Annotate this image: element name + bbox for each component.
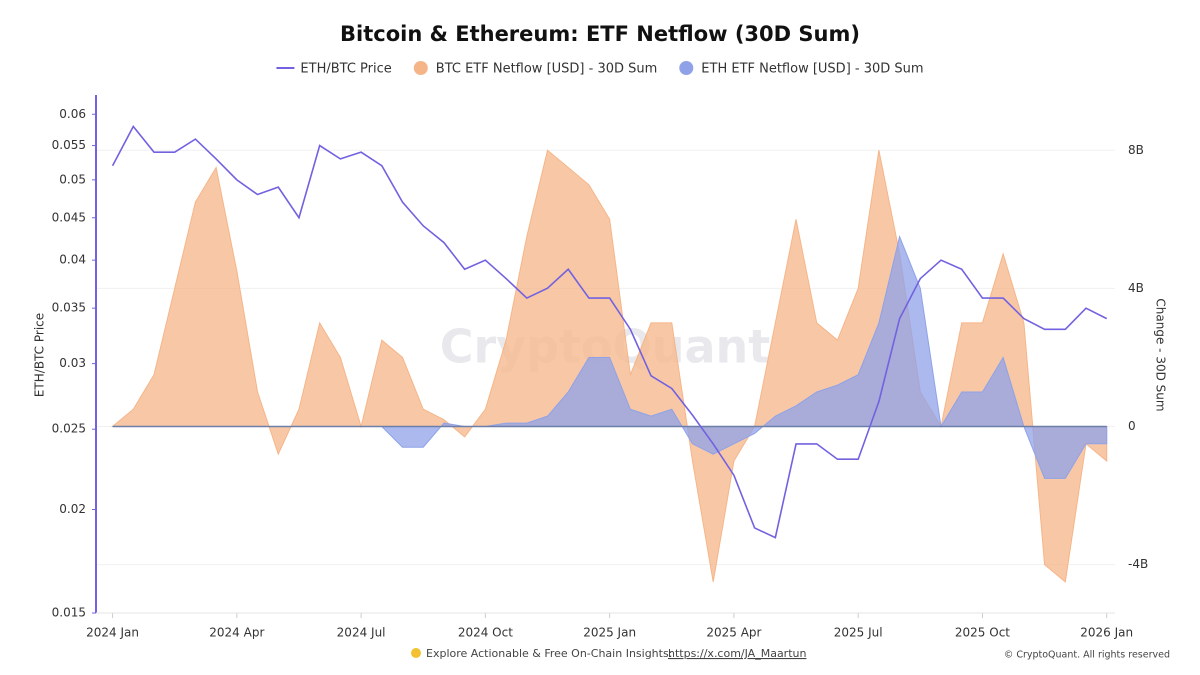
y-axis-label: ETH/BTC Price xyxy=(33,313,47,397)
y-tick-label: 0.045 xyxy=(52,210,86,224)
footer-text: Explore Actionable & Free On-Chain Insig… xyxy=(426,647,672,660)
y2-tick-label: 8B xyxy=(1128,143,1144,157)
footer-link[interactable]: https://x.com/JA_Maartun xyxy=(668,647,806,660)
legend-label: ETH/BTC Price xyxy=(300,62,391,77)
legend-label: BTC ETF Netflow [USD] - 30D Sum xyxy=(436,62,658,77)
legend-swatch xyxy=(413,61,428,75)
y-tick-label: 0.055 xyxy=(52,138,86,152)
y-tick-label: 0.025 xyxy=(52,422,86,436)
y-tick-label: 0.04 xyxy=(59,253,86,267)
legend-swatch xyxy=(679,61,694,75)
legend: ETH/BTC Price BTC ETF Netflow [USD] - 30D… xyxy=(276,61,924,77)
y-tick-label: 0.06 xyxy=(59,107,86,121)
chart-title: Bitcoin & Ethereum: ETF Netflow (30D Sum… xyxy=(340,22,860,46)
x-tick-label: 2024 Apr xyxy=(209,626,264,640)
copyright: © CryptoQuant. All rights reserved xyxy=(1004,650,1170,661)
legend-label: ETH ETF Netflow [USD] - 30D Sum xyxy=(701,62,923,77)
y2-tick-label: 0 xyxy=(1128,419,1136,433)
y2-tick-label: 4B xyxy=(1128,281,1144,295)
y2-axis-label: Change - 30D Sum xyxy=(1154,298,1168,411)
y-tick-label: 0.02 xyxy=(59,502,86,516)
y-tick-label: 0.03 xyxy=(59,356,86,370)
x-tick-label: 2025 Apr xyxy=(706,626,761,640)
y2-tick-label: -4B xyxy=(1128,557,1148,571)
legend-item: ETH/BTC Price xyxy=(276,62,392,77)
x-tick-label: 2024 Jan xyxy=(86,626,139,640)
legend-item: BTC ETF Netflow [USD] - 30D Sum xyxy=(413,61,658,77)
y-tick-label: 0.015 xyxy=(52,606,86,620)
x-tick-label: 2024 Jul xyxy=(337,626,386,640)
x-tick-label: 2025 Jul xyxy=(834,626,883,640)
bell-icon xyxy=(411,648,421,658)
x-tick-label: 2026 Jan xyxy=(1080,626,1133,640)
x-tick-label: 2024 Oct xyxy=(458,626,513,640)
x-tick-label: 2025 Jan xyxy=(583,626,636,640)
y-tick-label: 0.035 xyxy=(52,301,86,315)
legend-item: ETH ETF Netflow [USD] - 30D Sum xyxy=(679,61,924,77)
line xyxy=(111,125,1108,539)
x-tick-label: 2025 Oct xyxy=(955,626,1010,640)
y-tick-label: 0.05 xyxy=(59,172,86,186)
